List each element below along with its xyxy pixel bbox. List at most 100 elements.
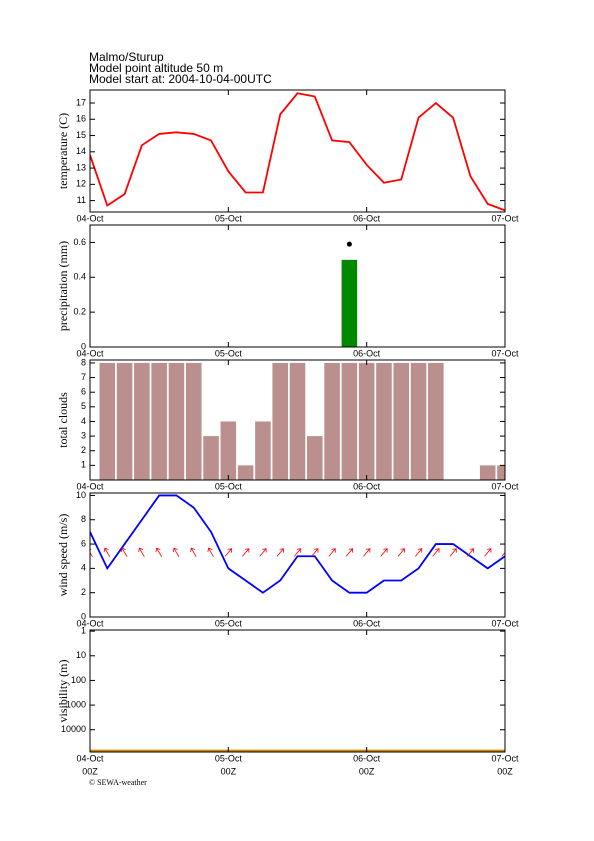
wind-arrow [138, 547, 145, 558]
y-tick-label: 11 [77, 195, 86, 205]
bar [151, 362, 167, 480]
y-tick-label: 0.4 [73, 272, 86, 282]
wind-arrow [484, 548, 492, 557]
bar [134, 362, 150, 480]
wind-arrow [466, 548, 475, 557]
bar [358, 362, 375, 480]
bar [116, 362, 133, 480]
wind-arrow [276, 548, 284, 557]
x-tick-label: 06-Oct [353, 618, 381, 628]
bar [99, 362, 116, 480]
x-tick-label: 05-Oct [215, 618, 243, 628]
wind-arrow [415, 548, 423, 557]
x-tick-label: 05-Oct [215, 481, 243, 491]
wind-arrow [103, 547, 111, 558]
y-tick-label: 10 [76, 490, 86, 500]
max-dot [346, 241, 352, 247]
y-tick-label: 16 [76, 114, 86, 124]
bar [168, 362, 185, 480]
x-tick-label: 04-Oct [76, 753, 104, 763]
y-tick-label: 4 [81, 416, 86, 426]
wind-arrow [363, 548, 371, 557]
wind-arrow [501, 548, 505, 557]
bar [410, 362, 427, 480]
wind-arrow [380, 548, 388, 557]
wind-arrow [311, 548, 319, 557]
wind-arrow [397, 548, 405, 557]
x-tick-label: 07-Oct [491, 348, 519, 358]
wind-arrow [328, 548, 336, 557]
x-tick-label: 06-Oct [353, 481, 381, 491]
y-tick-label: 1 [81, 460, 86, 470]
y-tick-label: 13 [76, 162, 86, 172]
x-tick-label: 07-Oct [491, 618, 519, 628]
bar [479, 465, 496, 480]
frame [89, 359, 506, 481]
bar [341, 259, 358, 347]
x-sublabel: 00Z [221, 766, 237, 776]
y-axis-label: total clouds [56, 392, 70, 448]
y-tick-label: 4 [81, 563, 86, 573]
y-tick-label: 1000 [66, 699, 86, 709]
x-sublabel: 00Z [82, 766, 98, 776]
bar [376, 362, 392, 480]
x-tick-label: 07-Oct [491, 481, 519, 491]
bar [255, 421, 271, 480]
bar [341, 362, 358, 480]
bar [428, 362, 444, 480]
bar [185, 362, 202, 480]
bar [393, 362, 410, 480]
wind-arrow [259, 548, 267, 557]
plot-area [90, 92, 505, 212]
y-tick-label: 12 [76, 179, 86, 189]
y-tick-label: 2 [81, 587, 86, 597]
x-tick-label: 04-Oct [76, 213, 104, 223]
x-tick-label: 05-Oct [215, 348, 243, 358]
bar [324, 362, 340, 480]
plot-area [341, 241, 358, 347]
bar [272, 362, 288, 480]
wind-arrow [121, 547, 128, 558]
wind-arrow [90, 547, 93, 558]
y-tick-label: 2 [81, 445, 86, 455]
y-tick-label: 0 [81, 341, 86, 351]
y-tick-label: 6 [81, 387, 86, 397]
y-tick-label: 3 [81, 430, 86, 440]
frame [89, 492, 506, 618]
y-axis-label: wind speed (m/s) [56, 514, 70, 597]
x-tick-label: 04-Oct [76, 481, 104, 491]
wind-arrow [172, 547, 180, 558]
y-tick-label: 5 [81, 401, 86, 411]
bar [203, 436, 219, 480]
y-tick-label: 1 [81, 626, 86, 636]
y-tick-label: 0.6 [73, 237, 86, 247]
bar [307, 436, 323, 480]
plot-area [90, 494, 505, 594]
x-tick-label: 07-Oct [491, 213, 519, 223]
model-start: Model start at: 2004-10-04-00UTC [89, 72, 272, 86]
x-tick-label: 06-Oct [353, 753, 381, 763]
altitude: Model point altitude 50 m [89, 61, 223, 75]
bar [497, 465, 505, 480]
x-tick-label: 06-Oct [353, 348, 381, 358]
y-tick-label: 8 [81, 514, 86, 524]
footer: © SEWA-weather [89, 778, 147, 787]
x-tick-label: 07-Oct [491, 753, 519, 763]
plot-area [99, 362, 505, 480]
y-axis-label: temperature (C) [56, 113, 70, 189]
wind-arrow [345, 548, 353, 557]
frame [89, 89, 506, 213]
y-axis-label: precipitation (mm) [56, 241, 70, 331]
wind-arrow [224, 548, 232, 557]
y-tick-label: 100 [71, 675, 86, 685]
x-tick-label: 04-Oct [76, 618, 104, 628]
y-tick-label: 15 [76, 130, 86, 140]
y-tick-label: 6 [81, 538, 86, 548]
y-axis-label: visibility (m) [56, 659, 70, 722]
frame [89, 224, 506, 348]
x-tick-label: 04-Oct [76, 348, 104, 358]
y-tick-label: 14 [76, 146, 86, 156]
bar [237, 465, 254, 480]
